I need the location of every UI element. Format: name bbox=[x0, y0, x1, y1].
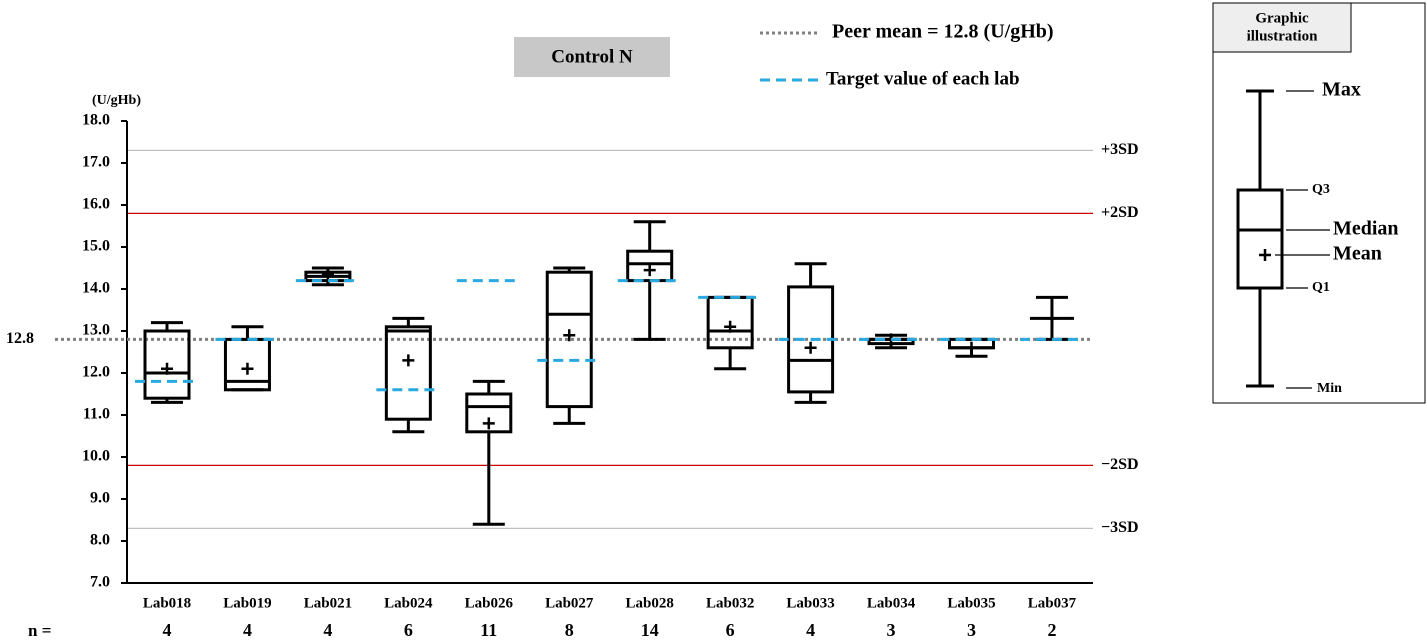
box bbox=[545, 270, 593, 409]
legend-target: Target value of each lab bbox=[826, 68, 1020, 89]
x-tick-label: Lab033 bbox=[786, 595, 834, 611]
illustration-header bbox=[1212, 2, 1352, 53]
mean-marker bbox=[563, 329, 576, 342]
y-unit: (U/gHb) bbox=[92, 93, 141, 108]
y-tick-label: 11.0 bbox=[83, 406, 110, 423]
illustration-frame bbox=[1212, 2, 1426, 404]
n-value: 3 bbox=[887, 620, 896, 640]
n-label: n = bbox=[28, 621, 51, 640]
y-tick-label: 12.0 bbox=[82, 364, 110, 381]
box bbox=[384, 325, 432, 421]
n-value: 8 bbox=[565, 620, 574, 640]
label-max: Max bbox=[1322, 79, 1361, 101]
y-tick-label: 17.0 bbox=[82, 154, 110, 171]
x-tick-label: Lab018 bbox=[143, 595, 191, 611]
x-tick-label: Lab019 bbox=[223, 595, 271, 611]
reference-label: +3SD bbox=[1101, 141, 1139, 158]
x-tick-label: Lab037 bbox=[1028, 595, 1077, 611]
mean-marker bbox=[1045, 312, 1058, 325]
y-tick-label: 16.0 bbox=[82, 196, 110, 213]
y-tick-label: 14.0 bbox=[82, 280, 110, 297]
illustration: Graphic illustration Max Q3 Median Mean … bbox=[1212, 2, 1426, 404]
label-median: Median bbox=[1333, 218, 1399, 240]
demo-box bbox=[1236, 188, 1284, 290]
demo-mean bbox=[1259, 249, 1271, 261]
label-q1: Q1 bbox=[1312, 280, 1330, 295]
y-tick-label: 15.0 bbox=[82, 238, 110, 255]
n-value: 2 bbox=[1047, 620, 1056, 640]
legend-peer: Peer mean = 12.8 (U/gHb) bbox=[832, 21, 1054, 43]
reference-label: +2SD bbox=[1101, 204, 1139, 221]
peer-mean-label: 12.8 bbox=[6, 330, 34, 347]
mean-marker bbox=[643, 264, 656, 277]
n-value: 14 bbox=[641, 620, 659, 640]
illustration-title: Graphic bbox=[1255, 10, 1309, 26]
y-tick-label: 10.0 bbox=[82, 448, 110, 465]
n-value: 4 bbox=[163, 620, 172, 640]
mean-marker bbox=[321, 268, 334, 281]
n-value: 4 bbox=[323, 620, 332, 640]
n-value: 3 bbox=[967, 620, 976, 640]
mean-marker bbox=[804, 341, 817, 354]
mean-marker bbox=[241, 362, 254, 375]
x-tick-label: Lab024 bbox=[384, 595, 433, 611]
y-tick-label: 18.0 bbox=[82, 112, 110, 129]
x-tick-label: Lab034 bbox=[867, 595, 916, 611]
n-value: 4 bbox=[806, 620, 815, 640]
y-tick-label: 9.0 bbox=[90, 490, 110, 507]
mean-marker bbox=[161, 362, 173, 375]
illustration-title: illustration bbox=[1247, 28, 1318, 44]
y-tick-label: 8.0 bbox=[90, 532, 110, 549]
label-q3: Q3 bbox=[1312, 182, 1330, 197]
n-value: 4 bbox=[243, 620, 252, 640]
y-tick-label: 7.0 bbox=[90, 574, 110, 591]
label-min: Min bbox=[1317, 381, 1342, 396]
n-value: 6 bbox=[726, 620, 735, 640]
mean-marker bbox=[724, 320, 737, 333]
box bbox=[143, 329, 191, 400]
x-tick-label: Lab026 bbox=[465, 595, 514, 611]
label-mean: Mean bbox=[1333, 243, 1382, 265]
x-tick-label: Lab027 bbox=[545, 595, 594, 611]
mean-marker bbox=[402, 354, 415, 367]
x-tick-label: Lab021 bbox=[304, 595, 352, 611]
box bbox=[465, 392, 513, 434]
n-value: 6 bbox=[404, 620, 413, 640]
x-tick-label: Lab035 bbox=[947, 595, 995, 611]
mean-marker bbox=[965, 341, 978, 354]
title-box bbox=[514, 37, 670, 77]
mean-marker bbox=[482, 417, 495, 430]
x-tick-label: Lab028 bbox=[626, 595, 674, 611]
reference-label: −2SD bbox=[1101, 456, 1139, 473]
x-tick-label: Lab032 bbox=[706, 595, 754, 611]
reference-label: −3SD bbox=[1101, 519, 1139, 536]
chart-title: Control N bbox=[551, 46, 633, 67]
y-tick-label: 13.0 bbox=[82, 322, 110, 339]
n-value: 11 bbox=[480, 620, 497, 640]
